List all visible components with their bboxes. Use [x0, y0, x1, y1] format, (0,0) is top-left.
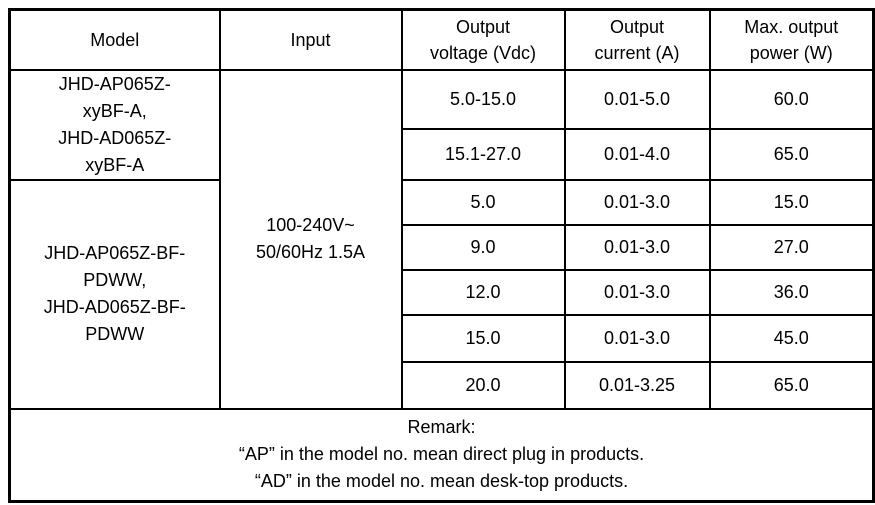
output-voltage-cell: 15.0 [400, 313, 566, 363]
max-power-cell: 36.0 [708, 268, 875, 316]
column-header-model: Model [8, 8, 221, 71]
max-power-cell: 27.0 [708, 223, 875, 271]
remark-line-ap: “AP” in the model no. mean direct plug i… [238, 444, 645, 465]
table-row: JHD-AP065Z- xyBF-A, JHD-AD065Z- xyBF-A 1… [8, 68, 875, 410]
max-power-cell: 65.0 [708, 127, 875, 181]
remark-line-ad: “AD” in the model no. mean desk-top prod… [254, 471, 629, 492]
table-row: 15.1-27.0 0.01-4.0 65.0 [10, 127, 875, 181]
remark-row: Remark: “AP” in the model no. mean direc… [8, 407, 875, 503]
output-current-cell: 0.01-4.0 [563, 127, 711, 181]
max-power-cell: 45.0 [708, 313, 875, 363]
output-voltage-cell: 12.0 [400, 268, 566, 316]
output-voltage-cell: 20.0 [400, 360, 566, 410]
model-group-1-line4: xyBF-A [85, 154, 145, 175]
model-group-2-line2: PDWW, [83, 270, 147, 290]
column-header-input-label: Input [290, 29, 331, 50]
power-spec-table: Model Input Output voltage (Vdc) Output … [8, 8, 875, 503]
output-voltage-cell: 9.0 [400, 223, 566, 271]
input-spec-line2: 50/60Hz 1.5A [255, 242, 366, 262]
remark-cell: Remark: “AP” in the model no. mean direc… [8, 407, 875, 503]
input-spec-line1: 100-240V~ [266, 215, 355, 235]
model-group-2-line3: JHD-AD065Z-BF- [43, 297, 186, 317]
max-power-cell: 60.0 [708, 68, 875, 130]
column-header-input: Input [218, 8, 403, 71]
table-row: JHD-AP065Z-BF- PDWW, JHD-AD065Z-BF- PDWW… [8, 178, 875, 410]
column-header-output-current: Output current (A) [563, 8, 711, 71]
output-current-cell: 0.01-3.0 [563, 223, 711, 271]
column-header-output-current-line2: current (A) [594, 42, 680, 63]
table-row: 12.0 0.01-3.0 36.0 [10, 268, 875, 316]
output-voltage-cell: 5.0 [400, 178, 566, 226]
table-row: 9.0 0.01-3.0 27.0 [10, 223, 875, 271]
max-power-cell: 65.0 [708, 360, 875, 410]
output-voltage-cell: 15.1-27.0 [400, 127, 566, 181]
output-voltage-cell: 5.0-15.0 [400, 68, 566, 130]
column-header-max-power: Max. output power (W) [708, 8, 875, 71]
table-row: 20.0 0.01-3.25 65.0 [10, 360, 875, 410]
model-group-2-line1: JHD-AP065Z-BF- [44, 243, 186, 263]
model-group-1-line2: xyBF-A, [82, 100, 147, 121]
column-header-output-voltage: Output voltage (Vdc) [400, 8, 566, 71]
model-group-2-cell: JHD-AP065Z-BF- PDWW, JHD-AD065Z-BF- PDWW [8, 178, 221, 410]
model-group-2-line4: PDWW [85, 324, 145, 344]
column-header-output-voltage-line2: voltage (Vdc) [429, 42, 537, 63]
model-group-1-line3: JHD-AD065Z- [58, 127, 172, 148]
model-group-1-cell: JHD-AP065Z- xyBF-A, JHD-AD065Z- xyBF-A [8, 68, 221, 181]
max-power-cell: 15.0 [708, 178, 875, 226]
model-group-1-line1: JHD-AP065Z- [58, 73, 171, 94]
column-header-output-voltage-line1: Output [455, 16, 511, 37]
column-header-output-current-line1: Output [609, 16, 665, 37]
table-row: 15.0 0.01-3.0 45.0 [10, 313, 875, 363]
column-header-max-power-line1: Max. output [744, 16, 839, 37]
output-current-cell: 0.01-5.0 [563, 68, 711, 130]
output-current-cell: 0.01-3.0 [563, 268, 711, 316]
input-spec-cell: 100-240V~ 50/60Hz 1.5A [218, 68, 403, 410]
output-current-cell: 0.01-3.0 [563, 178, 711, 226]
output-current-cell: 0.01-3.25 [563, 360, 711, 410]
table-header-row: Model Input Output voltage (Vdc) Output … [8, 8, 875, 71]
column-header-max-power-line2: power (W) [749, 42, 833, 63]
remark-title: Remark: [407, 417, 476, 438]
column-header-model-label: Model [90, 29, 140, 50]
output-current-cell: 0.01-3.0 [563, 313, 711, 363]
